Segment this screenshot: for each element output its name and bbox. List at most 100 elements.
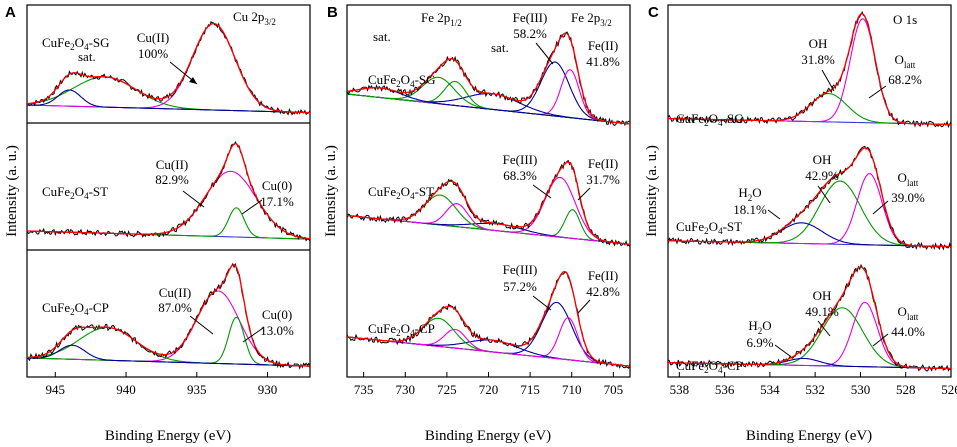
panel-c-row-1-experimental-line xyxy=(667,145,952,251)
panel-a-row-2-envelope-line xyxy=(26,263,310,367)
panel-b-cp-fe3-value: 57.2% xyxy=(503,279,537,294)
panel-c-st-olatt-arrow xyxy=(872,200,889,215)
panel-c-cp-olatt-label: Olatt xyxy=(898,304,919,322)
panel-c-cp-h2o-arrow xyxy=(774,344,791,357)
panel-a-st-cu2-arrow xyxy=(182,190,205,208)
panel-a-ylabel: Intensity (a. u.) xyxy=(4,145,20,237)
panel-a-st-cu0-value: 17.1% xyxy=(260,194,294,209)
panel-c-sample-cp: CuFe2O4-CP xyxy=(676,358,743,375)
panel-a-frame xyxy=(26,4,311,378)
panel-b-sample-cp: CuFe2O4-CP xyxy=(368,321,435,338)
panel-b-tick-label-6: 705 xyxy=(604,382,624,397)
panel-c-row-2-envelope-line xyxy=(667,266,951,370)
panel-c-tick-label-6: 526 xyxy=(941,382,957,397)
panel-c-cp-olatt-value: 44.0% xyxy=(891,324,925,339)
panel-b-sg-fe2-value: 41.8% xyxy=(586,54,620,69)
panel-a-title: Cu 2p3/2 xyxy=(233,9,276,27)
panel-b-row-2-envelope-line xyxy=(346,270,631,367)
panel-c-st-oh-value: 42.9% xyxy=(805,168,839,183)
panel-a-cp-cu2-label: Cu(II) xyxy=(159,285,192,300)
panel-a-cp-cu2-arrow xyxy=(189,315,214,335)
panel-c-title: O 1s xyxy=(893,12,917,27)
panel-a-sample-st: CuFe2O4-ST xyxy=(42,184,108,201)
panel-a-sg-arrowhead xyxy=(189,77,197,84)
panel-a-row-0-component-peak-2 xyxy=(26,89,310,114)
panel-b-st-fe2-value: 31.7% xyxy=(586,172,620,187)
panel-b-fe2p32: Fe 2p3/2 xyxy=(571,10,612,28)
panel-b-sg-fe3-value: 58.2% xyxy=(513,26,547,41)
spectra-layer xyxy=(26,10,952,372)
panel-c-row-0-envelope-line xyxy=(668,13,952,126)
panel-a-sample-cp: CuFe2O4-CP xyxy=(42,300,109,317)
panel-c-st-oh-arrow xyxy=(817,185,831,204)
panel-b-cp-fe2-arrow xyxy=(577,299,591,314)
panel-c-tick-label-3: 532 xyxy=(805,382,825,397)
panel-b-fe2p12: Fe 2p1/2 xyxy=(421,10,462,28)
panel-a-tick-label-2: 935 xyxy=(187,382,207,397)
panel-b-row-1-component-peak-1 xyxy=(346,209,631,245)
panel-a-xlabel: Binding Energy (eV) xyxy=(105,428,231,444)
panel-b-sg-fe2-label: Fe(II) xyxy=(588,38,618,53)
panel-a-sat-label: sat. xyxy=(78,49,96,64)
panel-a-cp-cu0-arrow xyxy=(242,327,264,343)
panel-c-tick-label-0: 538 xyxy=(670,382,690,397)
panel-b-tick-label-0: 735 xyxy=(354,382,374,397)
panel-c-st-olatt-value: 39.0% xyxy=(891,190,925,205)
panel-a-tick-label-3: 930 xyxy=(258,382,278,397)
panel-a-row-1-component-peak-1 xyxy=(27,207,311,240)
panel-c-cp-h2o-label: H2O xyxy=(748,318,771,336)
panel-a-st-cu0-label: Cu(0) xyxy=(262,178,292,193)
panel-c-sg-oh-label: OH xyxy=(809,36,828,51)
panel-b-row-0-component-peak-4 xyxy=(346,80,631,125)
panel-b-sg-fe3-arrow xyxy=(535,42,554,65)
panel-a-st-cu2-value: 82.9% xyxy=(155,172,189,187)
panel-b-st-fe2-label: Fe(II) xyxy=(588,156,618,171)
panel-c-row-1-envelope-line xyxy=(668,147,951,248)
panel-b-xlabel: Binding Energy (eV) xyxy=(425,428,551,444)
panel-c-tick-label-4: 530 xyxy=(851,382,871,397)
panel-b-st-fe2-arrow xyxy=(577,187,591,201)
panel-c-st-olatt-label: Olatt xyxy=(898,170,919,188)
panel-a-st-cu0-arrow xyxy=(241,199,263,215)
panel-b-cp-fe2-label: Fe(II) xyxy=(588,268,618,283)
panel-c-cp-h2o-value: 6.9% xyxy=(746,335,773,350)
panel-a-row-2-component-peak-3 xyxy=(26,344,310,367)
panel-a-cp-cu0-value: 13.0% xyxy=(260,323,294,338)
panel-c-sg-olatt-value: 68.2% xyxy=(888,72,922,87)
panel-b-tick-label-3: 720 xyxy=(479,382,499,397)
panel-c-tick-label-5: 528 xyxy=(896,382,916,397)
panel-a-row-0-envelope-line xyxy=(26,22,310,114)
panel-c-cp-oh-arrow xyxy=(817,320,831,337)
panel-b-tick-label-4: 715 xyxy=(520,382,540,397)
panel-letter-c: C xyxy=(648,4,659,21)
panel-a-tick-label-1: 940 xyxy=(116,382,136,397)
x-axis-ticks: 945 940 935 930 735 730 725 720 715 710 705 538 536 5… xyxy=(46,372,957,397)
panel-c-sample-st: CuFe2O4-ST xyxy=(676,219,742,236)
panel-b-st-fe3-value: 68.3% xyxy=(503,168,537,183)
panel-b-sg-fe3-label: Fe(III) xyxy=(513,10,548,25)
panel-b-tick-label-1: 730 xyxy=(396,382,416,397)
panel-c-cp-oh-value: 49.1% xyxy=(805,304,839,319)
panel-c-frame xyxy=(667,4,952,378)
panel-c-st-h2o-label: H2O xyxy=(738,185,761,203)
panel-b-sample-sg: CuFe2O4-SG xyxy=(368,72,436,89)
panel-b-sat-left: sat. xyxy=(373,29,391,44)
panel-c-tick-label-1: 536 xyxy=(715,382,735,397)
panel-b-sat-mid: sat. xyxy=(491,40,509,55)
panel-c-st-h2o-value: 18.1% xyxy=(733,202,767,217)
panel-b-cp-fe2-value: 42.8% xyxy=(586,284,620,299)
panel-c-st-oh-label: OH xyxy=(813,152,832,167)
panel-c-sg-oh-arrow xyxy=(821,69,835,92)
panel-a-row-1-envelope-line xyxy=(27,142,311,240)
panel-c-ylabel: Intensity (a. u.) xyxy=(644,145,660,237)
panel-b-tick-label-2: 725 xyxy=(437,382,457,397)
panel-c-cp-oh-label: OH xyxy=(813,288,832,303)
panel-c-sample-sg: CuFe2O4-SG xyxy=(676,111,744,128)
panel-a-st-cu2-label: Cu(II) xyxy=(156,157,189,172)
panel-c-tick-label-2: 534 xyxy=(760,382,780,397)
panel-a-sg-cu2-label: Cu(II) xyxy=(137,30,170,45)
panel-b-cp-fe3-label: Fe(III) xyxy=(503,262,538,277)
panel-c-sg-olatt-arrow xyxy=(868,85,887,99)
panel-letter-a: A xyxy=(5,4,16,21)
